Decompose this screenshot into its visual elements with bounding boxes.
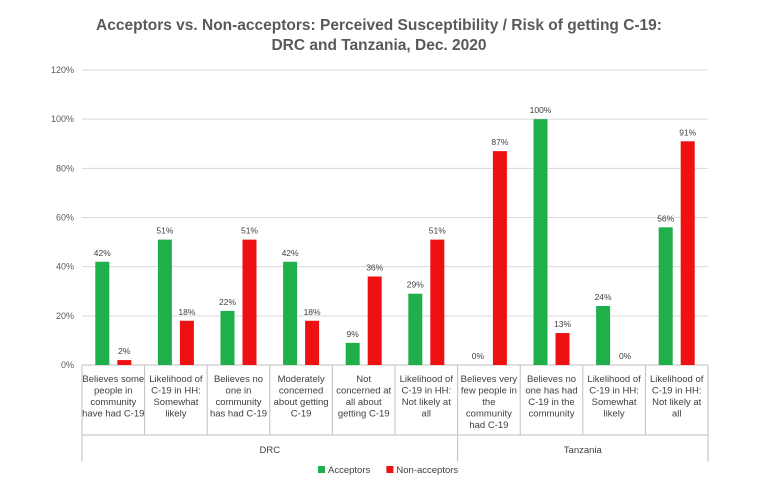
- data-label: 0%: [472, 351, 485, 361]
- category-label: few people in: [461, 386, 517, 397]
- y-tick-label: 60%: [56, 213, 74, 223]
- category-label: Moderately: [278, 374, 325, 385]
- legend-label: Acceptors: [328, 465, 370, 476]
- bar-acceptors: [157, 239, 172, 365]
- category-label: all about: [346, 397, 382, 408]
- bar-non-acceptors: [179, 320, 194, 365]
- category-label: likely: [604, 409, 625, 420]
- legend-swatch: [386, 466, 394, 473]
- bar-non-acceptors: [117, 360, 132, 365]
- category-label: all: [422, 409, 432, 420]
- category-label: Not likely at: [652, 397, 701, 408]
- category-label: have had C-19: [82, 409, 144, 420]
- bar-acceptors: [533, 119, 548, 366]
- bar-acceptors: [345, 342, 360, 365]
- data-label: 13%: [554, 319, 571, 329]
- data-label: 18%: [304, 307, 321, 317]
- category-label: C-19 in HH:: [589, 386, 639, 397]
- bar-non-acceptors: [367, 276, 382, 365]
- category-label: one in: [226, 386, 252, 397]
- data-label: 36%: [366, 263, 383, 273]
- data-label: 2%: [118, 346, 131, 356]
- bar-non-acceptors: [242, 239, 257, 365]
- category-label: C-19 in HH:: [401, 386, 451, 397]
- category-label: Likelihood of: [149, 374, 203, 385]
- category-label: Believes no: [214, 374, 263, 385]
- data-label: 9%: [347, 329, 360, 339]
- data-label: 0%: [619, 351, 632, 361]
- data-label: 87%: [491, 137, 508, 147]
- category-label: Believes no: [527, 374, 576, 385]
- data-label: 100%: [530, 105, 552, 115]
- bar-non-acceptors: [555, 333, 570, 365]
- bar-non-acceptors: [492, 151, 507, 365]
- category-label: Believes very: [461, 374, 518, 385]
- category-label: has had C-19: [210, 409, 267, 420]
- y-tick-label: 120%: [51, 65, 74, 75]
- category-label: C-19 in HH:: [652, 386, 702, 397]
- data-label: 18%: [178, 307, 195, 317]
- category-label: C-19 in the: [528, 397, 574, 408]
- data-label: 56%: [657, 213, 674, 223]
- category-label: community: [529, 409, 575, 420]
- category-label: Likelihood of: [587, 374, 641, 385]
- category-label: C-19 in HH:: [151, 386, 201, 397]
- legend-swatch: [318, 466, 325, 473]
- data-label: 29%: [407, 280, 424, 290]
- chart-title-line: Acceptors vs. Non-acceptors: Perceived S…: [96, 17, 662, 34]
- category-label: concerned: [279, 386, 323, 397]
- data-label: 51%: [429, 226, 446, 236]
- bar-acceptors: [596, 306, 611, 365]
- group-label: Tanzania: [564, 445, 603, 456]
- category-label: about getting: [274, 397, 329, 408]
- y-tick-label: 100%: [51, 114, 74, 124]
- category-label: community: [90, 397, 136, 408]
- category-label: had C-19: [469, 420, 508, 431]
- category-label: likely: [165, 409, 186, 420]
- data-label: 42%: [94, 248, 111, 258]
- category-label: one has had: [525, 386, 577, 397]
- data-label: 24%: [595, 292, 612, 302]
- bar-acceptors: [408, 293, 423, 365]
- category-label: Somewhat: [153, 397, 198, 408]
- bar-acceptors: [283, 261, 298, 365]
- y-tick-label: 20%: [56, 311, 74, 321]
- category-label: the: [482, 397, 495, 408]
- data-label: 51%: [156, 226, 173, 236]
- legend-label: Non-acceptors: [396, 465, 458, 476]
- y-tick-label: 0%: [61, 360, 74, 370]
- bar-non-acceptors: [305, 320, 320, 365]
- category-label: community: [216, 397, 262, 408]
- category-label: people in: [94, 386, 133, 397]
- bar-acceptors: [658, 227, 673, 365]
- category-label: Not likely at: [402, 397, 451, 408]
- category-label: Not: [356, 374, 371, 385]
- category-label: C-19: [291, 409, 312, 420]
- data-label: 42%: [282, 248, 299, 258]
- category-label: Likelihood of: [650, 374, 704, 385]
- y-tick-label: 40%: [56, 262, 74, 272]
- data-label: 91%: [679, 127, 696, 137]
- bar-acceptors: [95, 261, 110, 365]
- chart-title-line: DRC and Tanzania, Dec. 2020: [271, 37, 486, 54]
- y-tick-label: 80%: [56, 163, 74, 173]
- category-label: all: [672, 409, 682, 420]
- category-label: Likelihood of: [400, 374, 454, 385]
- category-label: Somewhat: [592, 397, 637, 408]
- category-label: concerned at: [336, 386, 391, 397]
- bar-non-acceptors: [430, 239, 445, 365]
- data-label: 51%: [241, 226, 258, 236]
- group-label: DRC: [260, 445, 281, 456]
- data-label: 22%: [219, 297, 236, 307]
- bar-acceptors: [220, 310, 235, 365]
- bar-non-acceptors: [680, 141, 695, 365]
- category-label: community: [466, 409, 512, 420]
- category-label: Believes some: [82, 374, 144, 385]
- category-label: getting C-19: [338, 409, 390, 420]
